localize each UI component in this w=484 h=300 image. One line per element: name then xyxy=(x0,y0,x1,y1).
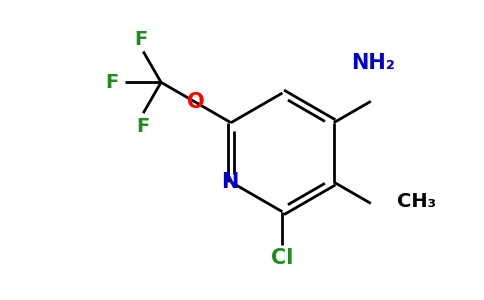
Text: CH₃: CH₃ xyxy=(397,192,436,211)
Text: F: F xyxy=(134,30,148,49)
Text: Cl: Cl xyxy=(271,248,294,268)
Text: N: N xyxy=(221,172,238,192)
Text: F: F xyxy=(106,73,119,92)
Text: F: F xyxy=(136,117,150,136)
Text: NH₂: NH₂ xyxy=(351,53,395,73)
Text: O: O xyxy=(187,92,205,112)
